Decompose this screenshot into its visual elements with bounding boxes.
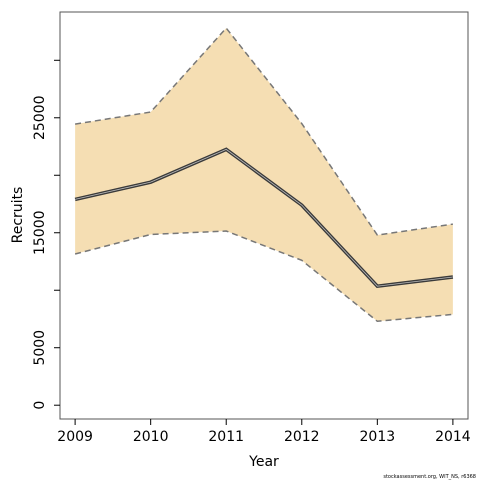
y-tick-label: 15000 bbox=[32, 210, 48, 255]
footnote: stockassessment.org, WIT_NS, r6368 bbox=[383, 474, 476, 480]
y-tick-label: 25000 bbox=[32, 96, 48, 141]
x-tick-label: 2014 bbox=[435, 429, 471, 445]
y-tick-label: 5000 bbox=[32, 330, 48, 366]
x-tick-label: 2013 bbox=[360, 429, 396, 445]
upper-bound bbox=[74, 26, 453, 236]
x-tick-label: 2010 bbox=[133, 429, 169, 445]
x-tick-label: 2009 bbox=[57, 429, 93, 445]
x-tick-label: 2011 bbox=[208, 429, 244, 445]
plot-frame bbox=[59, 11, 469, 420]
confidence-band bbox=[75, 28, 453, 322]
y-axis-label: Recruits bbox=[10, 187, 26, 244]
x-axis-label: Year bbox=[248, 454, 279, 470]
lower-bound bbox=[74, 230, 453, 323]
x-tick-label: 2012 bbox=[284, 429, 320, 445]
y-tick-label: 0 bbox=[32, 401, 48, 410]
estimate-line bbox=[75, 148, 453, 287]
